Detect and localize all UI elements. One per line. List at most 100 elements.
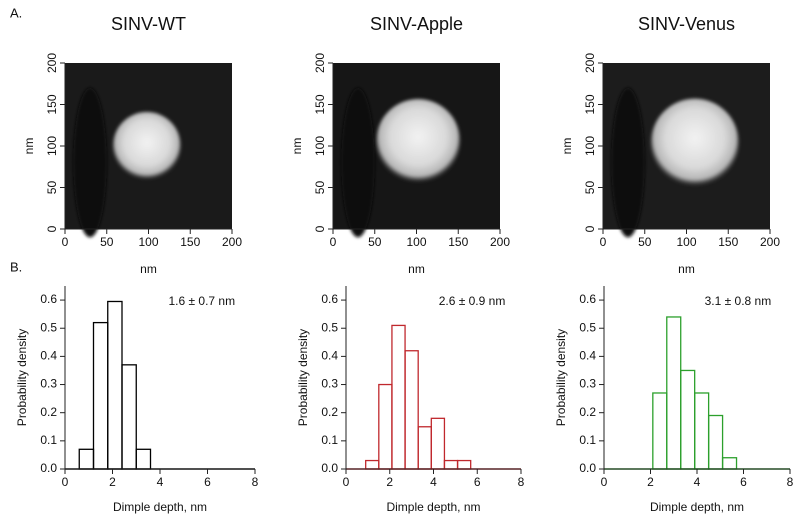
y-axis-label: Probability density: [554, 329, 568, 426]
y-tick-label: 0.2: [321, 405, 338, 419]
x-tick-label: 50: [638, 235, 652, 249]
chart-title: SINV-Venus: [638, 14, 735, 34]
y-tick-label: 0: [583, 225, 597, 232]
virus-particle: [650, 98, 739, 187]
x-axis-label: Dimple depth, nm: [650, 500, 744, 514]
histogram-bar: [121, 364, 137, 470]
x-tick-label: 200: [222, 235, 242, 249]
histogram-bar: [430, 417, 446, 470]
y-tick-label: 50: [313, 181, 327, 195]
y-tick-label: 0.5: [579, 320, 596, 334]
y-tick-label: 0.4: [579, 349, 596, 363]
virus-particle: [376, 99, 461, 184]
x-tick-label: 100: [406, 235, 426, 249]
histogram-bar: [404, 350, 419, 470]
histogram-bar: [378, 383, 393, 470]
afm-shade: [73, 87, 107, 238]
histogram-bar: [78, 448, 95, 470]
y-tick-label: 0.6: [579, 292, 596, 306]
x-tick-label: 150: [180, 235, 200, 249]
histogram-bar: [391, 324, 406, 470]
y-tick-label: 150: [313, 94, 327, 114]
x-tick-label: 200: [760, 235, 780, 249]
histogram-bar: [680, 369, 696, 470]
x-tick-label: 50: [100, 235, 114, 249]
x-tick-label: 2: [109, 475, 116, 489]
y-tick-label: 0.1: [40, 433, 57, 447]
y-tick-label: 0.2: [579, 405, 596, 419]
annotation: 3.1 ± 0.8 nm: [705, 294, 772, 308]
y-tick-label: 0.5: [321, 320, 338, 334]
y-tick-label: 150: [45, 94, 59, 114]
x-tick-label: 4: [157, 475, 164, 489]
y-tick-label: 0.6: [40, 292, 57, 306]
y-tick-label: 150: [583, 94, 597, 114]
histogram-bar: [107, 300, 123, 470]
x-tick-label: 2: [386, 475, 393, 489]
annotation: 2.6 ± 0.9 nm: [439, 294, 506, 308]
y-tick-label: 0.5: [40, 320, 57, 334]
histogram-bar: [443, 459, 459, 470]
y-tick-label: 0.3: [321, 377, 338, 391]
y-tick-label: 200: [45, 53, 59, 73]
y-tick-label: 100: [313, 136, 327, 156]
histogram-bar: [652, 392, 668, 470]
x-tick-label: 50: [368, 235, 382, 249]
histogram-bar: [666, 316, 682, 470]
histogram-bar: [135, 448, 152, 470]
x-tick-label: 2: [647, 475, 654, 489]
panel-label: A.: [10, 5, 22, 20]
annotation: 1.6 ± 0.7 nm: [168, 294, 235, 308]
x-tick-label: 6: [740, 475, 747, 489]
y-tick-label: 200: [313, 53, 327, 73]
histogram-bar: [365, 459, 380, 470]
histogram-bar: [707, 414, 724, 470]
y-tick-label: 0.6: [321, 292, 338, 306]
y-tick-label: 100: [45, 136, 59, 156]
x-tick-label: 0: [343, 475, 350, 489]
y-tick-label: 0.4: [40, 349, 57, 363]
y-tick-label: 0.0: [321, 461, 338, 475]
x-tick-label: 100: [138, 235, 158, 249]
y-tick-label: 0: [45, 225, 59, 232]
x-axis-label: Dimple depth, nm: [386, 500, 480, 514]
y-axis-label: Probability density: [296, 329, 310, 426]
y-tick-label: 50: [45, 181, 59, 195]
x-tick-label: 8: [518, 475, 525, 489]
y-tick-label: 200: [583, 53, 597, 73]
y-tick-label: 0.3: [579, 377, 596, 391]
afm-shade: [611, 87, 645, 238]
chart-title: SINV-Apple: [370, 14, 463, 34]
y-tick-label: 0.2: [40, 405, 57, 419]
y-tick-label: 0.0: [579, 461, 596, 475]
x-tick-label: 0: [62, 235, 69, 249]
panel-label: B.: [10, 259, 22, 274]
histogram-bar: [721, 457, 738, 470]
x-tick-label: 200: [490, 235, 510, 249]
x-axis-label: Dimple depth, nm: [113, 500, 207, 514]
y-axis-label: nm: [22, 138, 36, 155]
y-tick-label: 0.0: [40, 461, 57, 475]
histogram-bar: [417, 426, 432, 470]
x-axis-label: nm: [140, 262, 157, 276]
y-tick-label: 50: [583, 181, 597, 195]
x-axis-label: nm: [678, 262, 695, 276]
x-tick-label: 150: [718, 235, 738, 249]
y-tick-label: 0.3: [40, 377, 57, 391]
x-tick-label: 4: [694, 475, 701, 489]
x-tick-label: 0: [601, 475, 608, 489]
x-axis-label: nm: [408, 262, 425, 276]
x-tick-label: 8: [787, 475, 794, 489]
y-axis-label: Probability density: [15, 329, 29, 426]
y-tick-label: 100: [583, 136, 597, 156]
x-tick-label: 8: [252, 475, 259, 489]
histogram-bar: [694, 392, 710, 470]
x-tick-label: 0: [600, 235, 607, 249]
histogram-bar: [456, 459, 472, 470]
histogram-bar: [92, 321, 109, 470]
x-tick-label: 4: [430, 475, 437, 489]
afm-shade: [341, 87, 375, 238]
x-tick-label: 0: [330, 235, 337, 249]
y-tick-label: 0.1: [321, 433, 338, 447]
